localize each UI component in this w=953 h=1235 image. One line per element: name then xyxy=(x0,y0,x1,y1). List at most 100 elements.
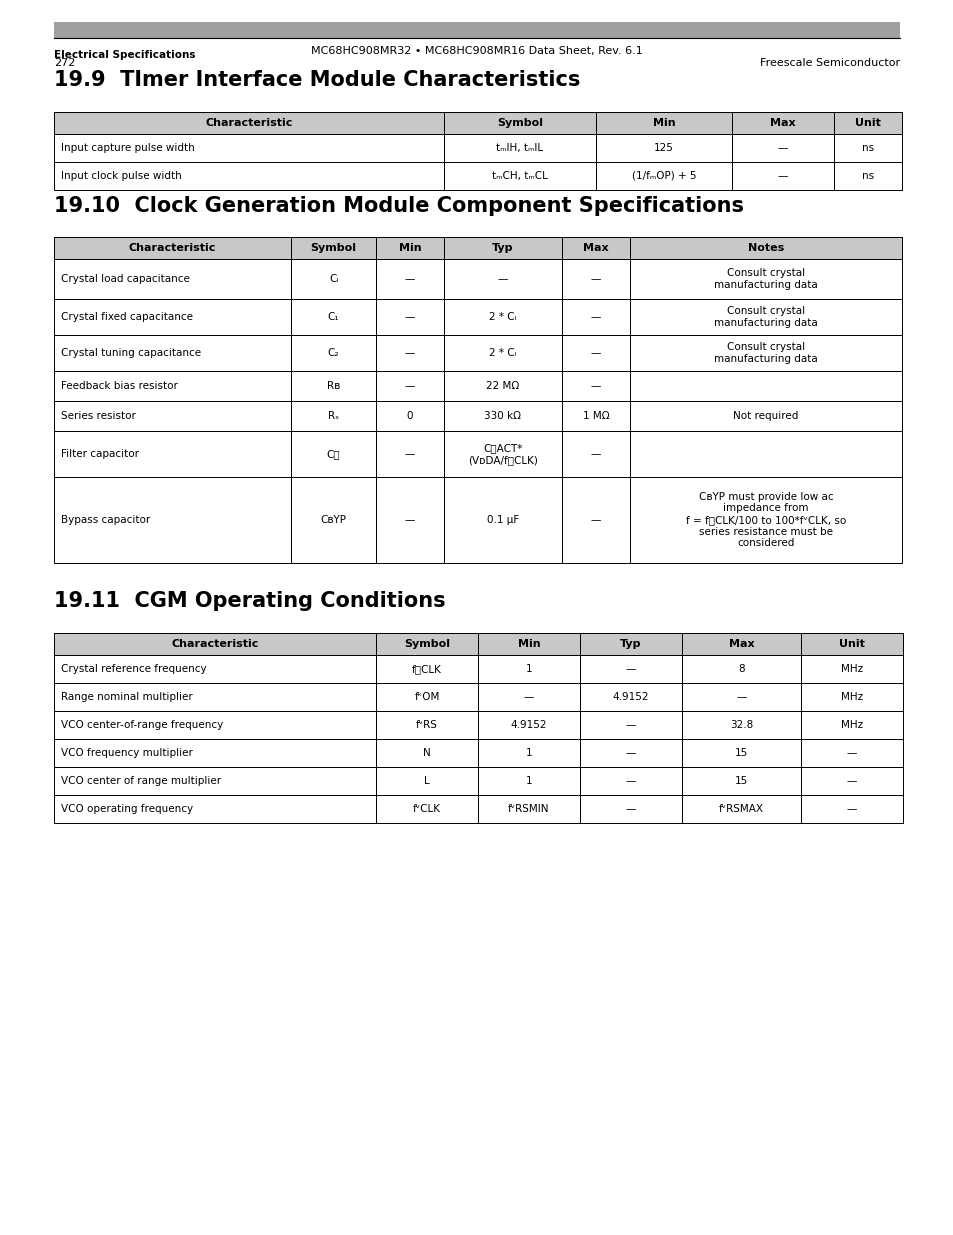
Text: 19.11  CGM Operating Conditions: 19.11 CGM Operating Conditions xyxy=(54,592,445,611)
Text: Feedback bias resistor: Feedback bias resistor xyxy=(61,382,177,391)
Text: 15: 15 xyxy=(734,776,747,785)
Bar xyxy=(54,22,899,38)
Text: f₟CLK: f₟CLK xyxy=(412,664,441,674)
Bar xyxy=(579,634,681,655)
Bar xyxy=(579,795,681,823)
Text: VCO center-of-range frequency: VCO center-of-range frequency xyxy=(61,720,223,730)
Text: Symbol: Symbol xyxy=(497,119,542,128)
Bar xyxy=(731,135,833,162)
Bar xyxy=(54,335,291,370)
Bar xyxy=(291,431,375,477)
Bar xyxy=(375,370,443,401)
Bar xyxy=(629,259,901,299)
Text: Crystal load capacitance: Crystal load capacitance xyxy=(61,274,190,284)
Bar xyxy=(54,401,291,431)
Text: 8: 8 xyxy=(738,664,744,674)
Text: —: — xyxy=(777,143,787,153)
Text: fᵛRS: fᵛRS xyxy=(416,720,437,730)
Text: 2 * Cₗ: 2 * Cₗ xyxy=(489,312,517,322)
Bar xyxy=(561,401,629,431)
Bar xyxy=(54,162,443,190)
Bar xyxy=(561,335,629,370)
Text: —: — xyxy=(497,274,508,284)
Bar xyxy=(561,299,629,335)
Text: —: — xyxy=(590,515,600,525)
Text: 0.1 μF: 0.1 μF xyxy=(486,515,518,525)
Text: Min: Min xyxy=(652,119,675,128)
Bar xyxy=(561,259,629,299)
Text: tₘIH, tₘIL: tₘIH, tₘIL xyxy=(496,143,543,153)
Bar xyxy=(801,655,902,683)
Bar xyxy=(54,634,375,655)
Text: CʙYP: CʙYP xyxy=(320,515,346,525)
Bar xyxy=(561,477,629,563)
Text: 19.10  Clock Generation Module Component Specifications: 19.10 Clock Generation Module Component … xyxy=(54,196,743,216)
Text: Consult crystal
manufacturing data: Consult crystal manufacturing data xyxy=(714,268,817,290)
Bar xyxy=(443,335,561,370)
Text: —: — xyxy=(625,720,636,730)
Text: C₟ACT*
(VᴅDA/f₟CLK): C₟ACT* (VᴅDA/f₟CLK) xyxy=(468,443,537,464)
Bar xyxy=(443,112,596,135)
Bar xyxy=(443,162,596,190)
Text: MHz: MHz xyxy=(840,664,862,674)
Text: Min: Min xyxy=(398,243,421,253)
Bar xyxy=(579,655,681,683)
Bar xyxy=(375,299,443,335)
Bar xyxy=(681,711,801,739)
Text: Unit: Unit xyxy=(854,119,880,128)
Text: fᵏOM: fᵏOM xyxy=(414,692,439,701)
Text: Freescale Semiconductor: Freescale Semiconductor xyxy=(760,58,899,68)
Bar xyxy=(596,162,731,190)
Text: 32.8: 32.8 xyxy=(729,720,752,730)
Text: Characteristic: Characteristic xyxy=(172,638,258,650)
Text: —: — xyxy=(404,450,415,459)
Text: Input clock pulse width: Input clock pulse width xyxy=(61,170,182,182)
Text: Characteristic: Characteristic xyxy=(129,243,216,253)
Text: —: — xyxy=(625,748,636,758)
Text: ns: ns xyxy=(861,170,873,182)
Bar xyxy=(375,634,477,655)
Text: Cₗ: Cₗ xyxy=(329,274,337,284)
Bar xyxy=(375,795,477,823)
Bar xyxy=(54,112,901,135)
Text: 1: 1 xyxy=(525,776,532,785)
Bar xyxy=(561,431,629,477)
Text: C₁: C₁ xyxy=(327,312,339,322)
Text: 4.9152: 4.9152 xyxy=(612,692,649,701)
Text: —: — xyxy=(404,382,415,391)
Text: 2 * Cₗ: 2 * Cₗ xyxy=(489,348,517,358)
Text: 22 MΩ: 22 MΩ xyxy=(486,382,519,391)
Bar xyxy=(801,711,902,739)
Text: —: — xyxy=(846,748,857,758)
Bar xyxy=(477,795,579,823)
Text: —: — xyxy=(590,274,600,284)
Text: fᵛCLK: fᵛCLK xyxy=(413,804,440,814)
Text: —: — xyxy=(590,312,600,322)
Bar xyxy=(681,683,801,711)
Bar xyxy=(477,711,579,739)
Text: —: — xyxy=(590,348,600,358)
Text: 15: 15 xyxy=(734,748,747,758)
Bar xyxy=(596,135,731,162)
Bar xyxy=(375,431,443,477)
Text: C₟: C₟ xyxy=(326,450,340,459)
Bar xyxy=(375,401,443,431)
Bar xyxy=(443,237,561,259)
Text: CʙYP must provide low ac
impedance from
f = f₟CLK/100 to 100*fᵛCLK, so
series re: CʙYP must provide low ac impedance from … xyxy=(685,492,845,548)
Bar xyxy=(375,739,477,767)
Text: —: — xyxy=(625,804,636,814)
Text: Input capture pulse width: Input capture pulse width xyxy=(61,143,194,153)
Bar xyxy=(629,477,901,563)
Text: Consult crystal
manufacturing data: Consult crystal manufacturing data xyxy=(714,306,817,327)
Text: 330 kΩ: 330 kΩ xyxy=(484,411,521,421)
Bar xyxy=(681,767,801,795)
Bar xyxy=(561,370,629,401)
Bar xyxy=(291,299,375,335)
Bar xyxy=(54,370,291,401)
Bar xyxy=(375,655,477,683)
Text: Typ: Typ xyxy=(492,243,514,253)
Text: —: — xyxy=(404,348,415,358)
Bar xyxy=(54,683,375,711)
Text: MHz: MHz xyxy=(840,720,862,730)
Text: VCO center of range multiplier: VCO center of range multiplier xyxy=(61,776,221,785)
